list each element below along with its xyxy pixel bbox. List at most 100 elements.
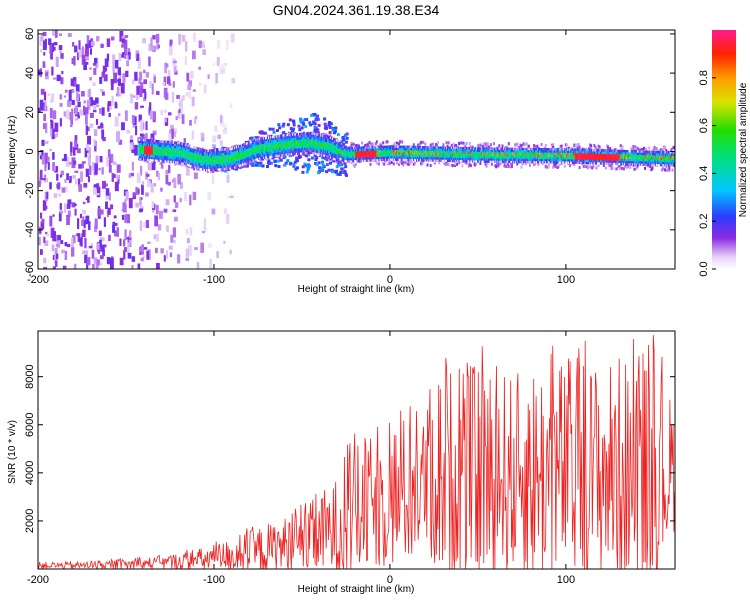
- heatmap-halo-cell: [426, 163, 429, 167]
- heatmap-noise-cell: [153, 76, 156, 83]
- heatmap-noise-cell: [114, 116, 119, 127]
- heatmap-noise-cell: [63, 111, 67, 117]
- heatmap-noise-cell: [117, 93, 122, 97]
- heatmap-noise-cell: [123, 250, 126, 260]
- heatmap-noise-cell: [165, 63, 169, 68]
- heatmap-halo-cell: [534, 162, 537, 166]
- heatmap-halo-cell: [395, 161, 398, 165]
- heatmap-noise-cell: [166, 225, 169, 232]
- heatmap-noise-cell: [194, 247, 198, 251]
- heatmap-noise-cell: [84, 237, 87, 249]
- heatmap-noise-cell: [82, 229, 86, 237]
- heatmap-halo-cell: [485, 164, 488, 168]
- heatmap-noise-cell: [61, 249, 66, 254]
- heatmap-halo-cell: [463, 144, 466, 148]
- heatmap-noise-cell: [57, 182, 61, 190]
- heatmap-noise-cell: [104, 58, 109, 67]
- heatmap-cloud-cell: [325, 163, 329, 167]
- heatmap-cloud-cell: [297, 155, 301, 159]
- heatmap-halo-cell: [668, 168, 671, 172]
- heatmap-halo-cell: [212, 170, 215, 174]
- heatmap-noise-cell: [139, 245, 144, 252]
- heatmap-noise-cell: [107, 103, 110, 112]
- heatmap-noise-cell: [216, 251, 219, 258]
- heatmap-noise-cell: [93, 110, 97, 113]
- heatmap-halo-cell: [324, 133, 327, 137]
- heatmap-noise-cell: [86, 257, 91, 266]
- heatmap-noise-cell: [127, 252, 132, 259]
- heatmap-halo-cell: [621, 145, 624, 149]
- heatmap-noise-cell: [87, 135, 92, 145]
- heatmap-halo-cell: [660, 148, 663, 152]
- heatmap-halo-cell: [607, 145, 610, 149]
- heatmap-halo-cell: [444, 163, 447, 167]
- heatmap-noise-cell: [102, 180, 106, 189]
- heatmap-noise-cell: [199, 82, 202, 86]
- heatmap-halo-cell: [458, 141, 461, 145]
- heatmap-cloud-cell: [344, 140, 348, 144]
- heatmap-noise-cell: [198, 40, 202, 49]
- heatmap-halo-cell: [597, 163, 600, 167]
- heatmap-noise-cell: [136, 95, 139, 101]
- heatmap-noise-cell: [119, 257, 124, 266]
- heatmap-noise-cell: [108, 234, 111, 242]
- heatmap-noise-cell: [172, 81, 175, 88]
- heatmap-halo-cell: [412, 162, 415, 166]
- heatmap-halo-cell: [486, 142, 489, 146]
- heatmap-halo-cell: [485, 145, 488, 149]
- heatmap-cloud-cell: [292, 163, 296, 167]
- heatmap-noise-cell: [84, 53, 89, 61]
- heatmap-noise-cell: [101, 129, 105, 140]
- heatmap-cloud-cell: [323, 122, 327, 126]
- heatmap-halo-cell: [210, 170, 213, 174]
- heatmap-halo-cell: [380, 142, 383, 146]
- heatmap-halo-cell: [375, 140, 378, 144]
- heatmap-cloud-cell: [321, 163, 325, 167]
- heatmap-halo-cell: [664, 168, 667, 172]
- heatmap-halo-cell: [510, 164, 513, 168]
- heatmap-noise-cell: [98, 232, 102, 236]
- heatmap-noise-cell: [172, 209, 177, 213]
- heatmap-halo-cell: [393, 141, 396, 145]
- heatmap-cloud-cell: [316, 128, 320, 132]
- heatmap-cloud-cell: [305, 170, 309, 174]
- heatmap-halo-cell: [615, 167, 618, 171]
- heatmap-cloud-cell: [315, 163, 319, 167]
- heatmap-noise-cell: [52, 162, 55, 172]
- heatmap-noise-cell: [69, 124, 73, 127]
- heatmap-noise-cell: [59, 102, 63, 107]
- heatmap-halo-cell: [337, 161, 340, 165]
- heatmap-noise-cell: [117, 67, 122, 76]
- heatmap-noise-cell: [217, 39, 221, 49]
- heatmap-cloud-cell: [252, 161, 256, 165]
- heatmap-noise-cell: [88, 176, 91, 183]
- heatmap-halo-cell: [622, 167, 625, 171]
- heatmap-noise-cell: [214, 125, 218, 132]
- heatmap-halo-cell: [352, 163, 355, 167]
- heatmap-noise-cell: [92, 162, 95, 171]
- heatmap-noise-cell: [180, 181, 183, 189]
- heatmap-halo-cell: [438, 161, 441, 165]
- heatmap-halo-cell: [499, 162, 502, 166]
- heatmap-halo-cell: [484, 142, 487, 146]
- heatmap-cloud-cell: [291, 129, 295, 133]
- heatmap-noise-cell: [196, 262, 200, 269]
- heatmap-halo-cell: [505, 164, 508, 168]
- heatmap-cloud-cell: [249, 162, 253, 166]
- heatmap-noise-cell: [124, 110, 128, 121]
- heatmap-cloud-cell: [338, 141, 342, 145]
- heatmap-cloud-cell: [297, 153, 301, 157]
- heatmap-noise-cell: [203, 227, 207, 233]
- heatmap-halo-cell: [636, 164, 639, 168]
- heatmap-noise-cell: [84, 107, 89, 115]
- heatmap-cloud-cell: [338, 172, 342, 176]
- heatmap-noise-cell: [140, 257, 144, 262]
- heatmap-noise-cell: [222, 129, 227, 134]
- heatmap-noise-cell: [55, 243, 60, 247]
- heatmap-noise-cell: [51, 244, 55, 252]
- heatmap-noise-cell: [68, 179, 72, 184]
- heatmap-noise-cell: [48, 148, 53, 152]
- heatmap-noise-cell: [146, 180, 151, 187]
- heatmap-noise-cell: [191, 130, 195, 140]
- heatmap-noise-cell: [77, 178, 81, 187]
